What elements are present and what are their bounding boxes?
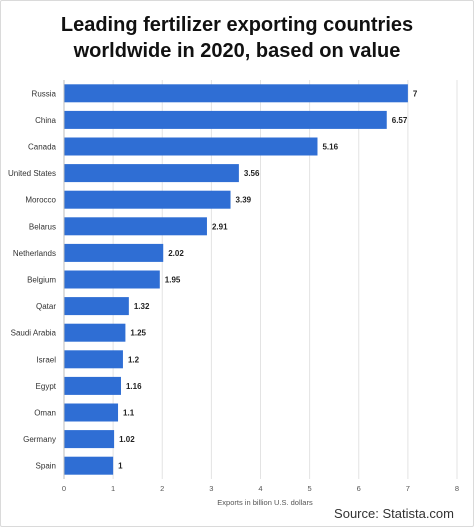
bar-canada bbox=[64, 137, 318, 156]
x-tick-label: 7 bbox=[406, 484, 410, 493]
bar-israel bbox=[64, 350, 123, 369]
value-label: 2.91 bbox=[212, 222, 228, 231]
category-label: Saudi Arabia bbox=[11, 329, 57, 338]
chart-title: Leading fertilizer exporting countries w… bbox=[0, 12, 474, 64]
category-label: Spain bbox=[36, 462, 56, 471]
chart-title-line-1: Leading fertilizer exporting countries bbox=[60, 14, 414, 36]
bar-qatar bbox=[64, 297, 129, 316]
value-label: 6.57 bbox=[392, 116, 408, 125]
bar-oman bbox=[64, 403, 119, 422]
category-label: China bbox=[35, 116, 56, 125]
value-label: 3.39 bbox=[236, 196, 252, 205]
category-label: Canada bbox=[28, 143, 57, 152]
value-label: 3.56 bbox=[244, 169, 260, 178]
chart-title-line-2: worldwide in 2020, based on value bbox=[73, 40, 401, 62]
bar-belarus bbox=[64, 217, 207, 236]
x-axis-title: Exports in billion U.S. dollars bbox=[217, 498, 313, 507]
bar-china bbox=[64, 110, 387, 129]
bar-saudi-arabia bbox=[64, 323, 126, 342]
category-label: Egypt bbox=[36, 382, 57, 391]
value-label: 7 bbox=[413, 89, 418, 98]
x-tick-label: 4 bbox=[258, 484, 262, 493]
value-labels: 7 6.57 5.16 3.56 3.39 2.91 2.02 1.95 1.32 1.25 1.2… bbox=[118, 89, 418, 470]
value-label: 1.95 bbox=[165, 276, 181, 285]
category-label: Qatar bbox=[36, 302, 56, 311]
category-label: Oman bbox=[34, 409, 56, 418]
x-axis: 0 1 2 3 4 5 6 7 8 bbox=[62, 80, 459, 493]
x-tick-label: 0 bbox=[62, 484, 66, 493]
bar-belgium bbox=[64, 270, 160, 289]
category-label: Morocco bbox=[25, 196, 56, 205]
value-label: 1.02 bbox=[119, 435, 135, 444]
category-label: Germany bbox=[23, 435, 56, 444]
category-label: Netherlands bbox=[13, 249, 56, 258]
bar-egypt bbox=[64, 376, 121, 395]
bar-germany bbox=[64, 430, 115, 449]
value-label: 1.1 bbox=[123, 409, 135, 418]
bars bbox=[64, 84, 408, 475]
x-tick-label: 3 bbox=[209, 484, 213, 493]
x-tick-label: 5 bbox=[308, 484, 312, 493]
x-tick-label: 6 bbox=[357, 484, 361, 493]
category-label: Israel bbox=[36, 355, 56, 364]
bar-united-states bbox=[64, 164, 239, 183]
category-label: Belgium bbox=[27, 276, 56, 285]
value-label: 1.2 bbox=[128, 355, 140, 364]
value-label: 1.25 bbox=[130, 329, 146, 338]
bar-netherlands bbox=[64, 243, 164, 262]
category-labels: Russia China Canada United States Morocco Bel… bbox=[8, 89, 57, 470]
value-label: 2.02 bbox=[168, 249, 184, 258]
x-tick-label: 8 bbox=[455, 484, 459, 493]
value-label: 1 bbox=[118, 462, 123, 471]
value-label: 1.16 bbox=[126, 382, 142, 391]
x-tick-label: 1 bbox=[111, 484, 115, 493]
value-label: 1.32 bbox=[134, 302, 150, 311]
source-credit: Source: Statista.com bbox=[334, 506, 454, 521]
bar-spain bbox=[64, 456, 114, 475]
bar-morocco bbox=[64, 190, 231, 209]
category-label: United States bbox=[8, 169, 56, 178]
value-label: 5.16 bbox=[322, 143, 338, 152]
category-label: Russia bbox=[32, 89, 57, 98]
category-label: Belarus bbox=[29, 222, 56, 231]
x-tick-label: 2 bbox=[160, 484, 164, 493]
bar-russia bbox=[64, 84, 408, 103]
